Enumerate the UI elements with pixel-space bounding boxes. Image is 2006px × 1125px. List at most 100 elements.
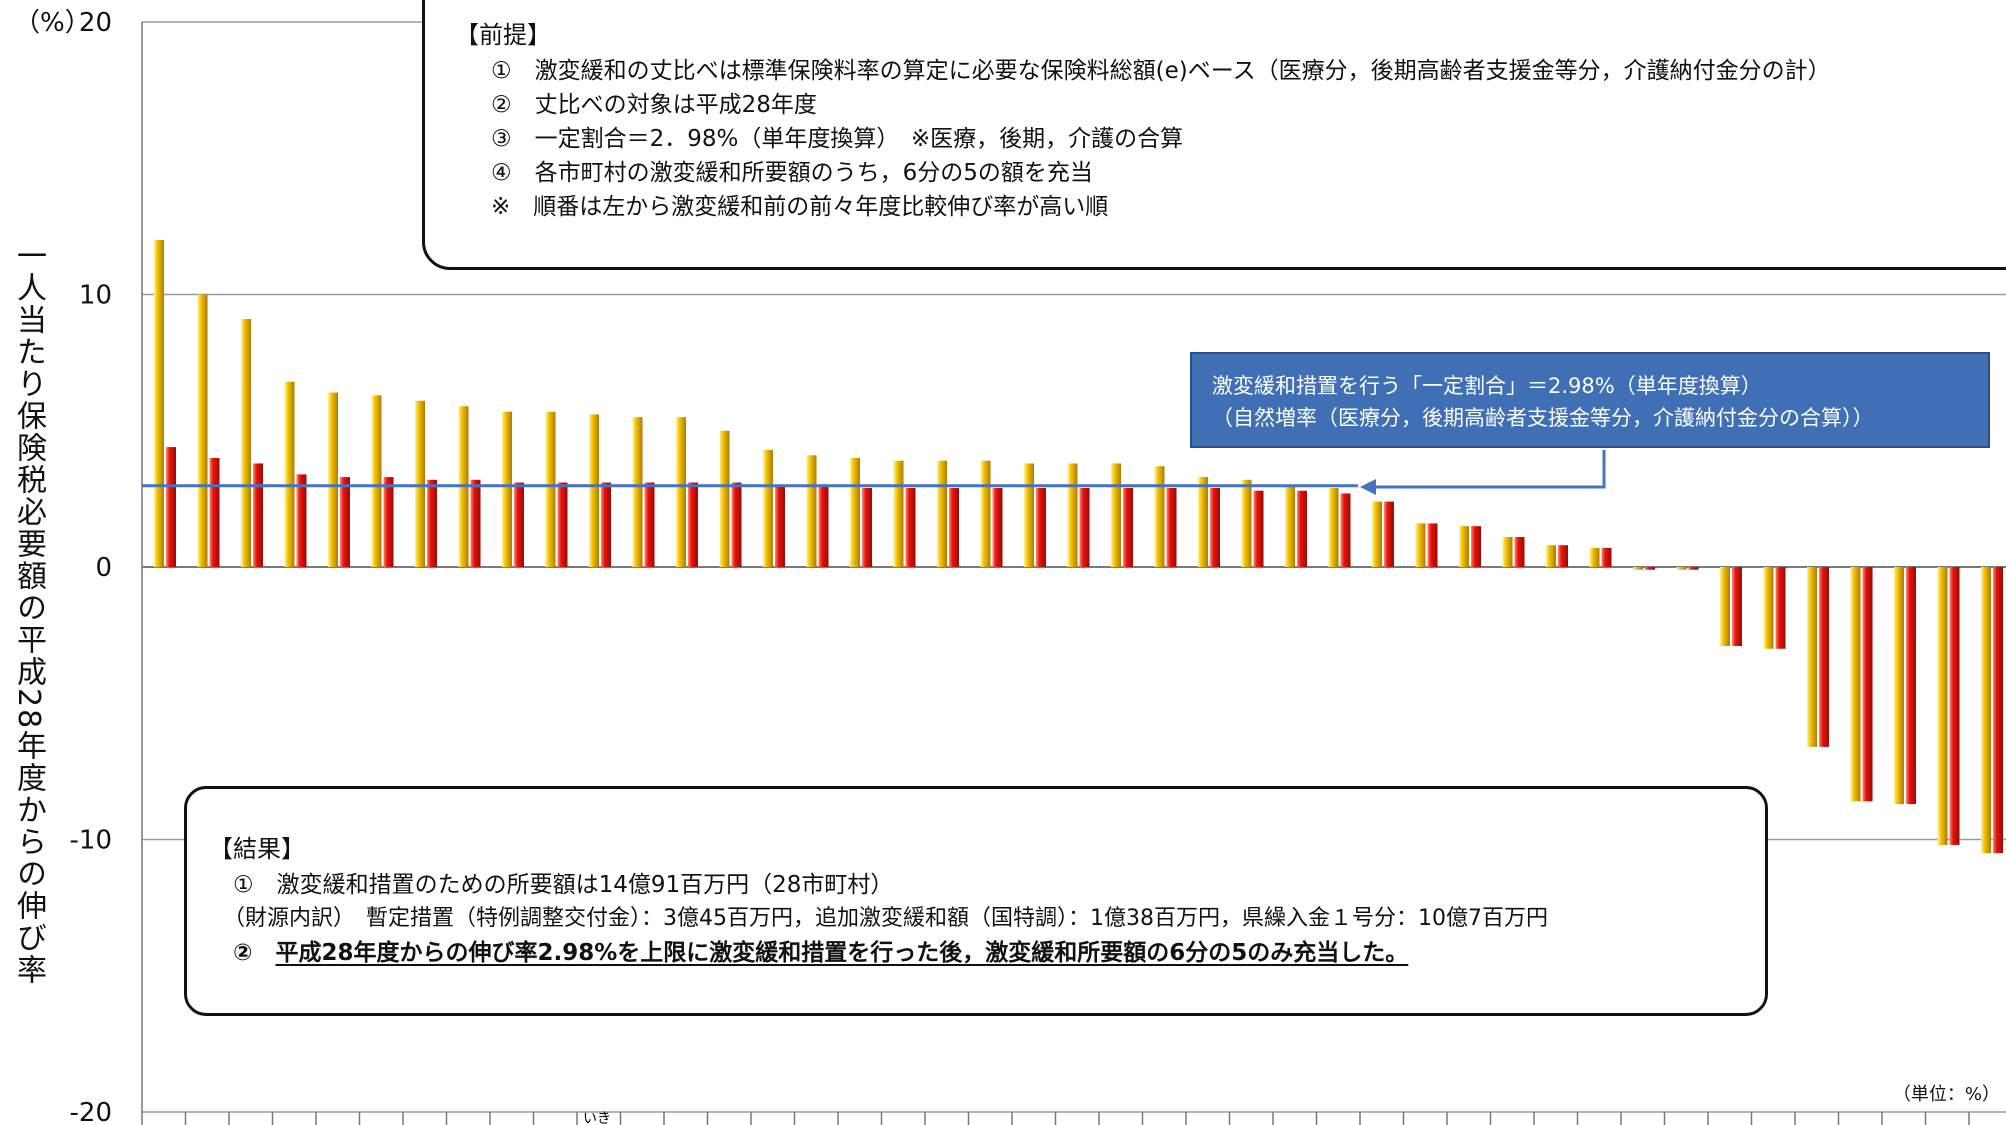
bar [1558,545,1568,567]
premise-title: 【前提】 [455,15,2006,50]
bar [198,295,208,568]
bar [1242,480,1252,567]
bar [1546,545,1556,567]
bar [166,447,176,567]
bar [1807,567,1817,747]
bar [1036,488,1046,567]
bar [807,455,817,567]
bar [1851,567,1861,801]
premise-line: ④ 各市町村の激変緩和所要額のうち，6分の5の額を充当 [455,156,2006,190]
bar [850,458,860,567]
premise-line: ※ 順番は左から激変緩和前の前々年度比較伸び率が高い順 [455,190,2006,224]
y-axis-label: 一人当たり保険税必要額の平成28年度からの伸び率 [6,240,50,1060]
y-tick-label: 10 [79,281,112,311]
bar [1503,537,1513,567]
bar [1471,526,1481,567]
bar [1111,463,1121,567]
bar [862,488,872,567]
threshold-callout: 激変緩和措置を行う「一定割合」＝2.98%（単年度換算） （自然増率（医療分，後… [1190,352,1990,448]
bar [1645,567,1655,570]
bar [1329,488,1339,567]
bar [589,414,599,567]
result-line-number: ② [233,940,275,966]
bar [993,488,1003,567]
bar [471,480,481,567]
bar [340,477,350,567]
bar [1863,567,1873,801]
y-tick-label: -20 [70,1098,112,1125]
bar [1428,523,1438,567]
bar [676,417,686,567]
bar [732,483,742,567]
bar [241,319,251,567]
bar [763,450,773,567]
callout-connector [1368,450,1604,487]
bar [1068,463,1078,567]
bar [633,417,643,567]
bar [285,382,295,567]
annotations [142,450,1604,495]
result-line-breakdown: （財源内訳） 暫定措置（特例調整交付金）：3億45百万円，追加激変緩和額（国特調… [209,902,1745,936]
bar [981,461,991,567]
y-tick-label: -10 [70,826,112,856]
bar [1689,567,1699,570]
bar [949,488,959,567]
result-line-conclusion: ② 平成28年度からの伸び率2.98%を上限に激変緩和措置を行った後，激変緩和所… [209,936,1745,970]
bar [775,485,785,567]
bar [819,485,829,567]
bar [1080,488,1090,567]
result-title: 【結果】 [209,829,1745,864]
result-line: ① 激変緩和措置のための所要額は14億91百万円（28市町村） [209,868,1745,902]
bar [894,461,904,567]
unit-note: （単位：%） [1893,1080,2000,1106]
x-axis-category-ticks: いき [142,1111,1969,1125]
bar [1167,488,1177,567]
bar [1938,567,1948,845]
bar [1776,567,1786,649]
bar [1459,526,1469,567]
bar [1906,567,1916,804]
bar [502,412,512,567]
bar [253,463,263,567]
bar [427,480,437,567]
bar [558,483,568,567]
premise-line: ① 激変緩和の丈比べは標準保険料率の算定に必要な保険料総額(e)ベース（医療分，… [455,54,2006,88]
bar [1993,567,2003,853]
bar [384,477,394,567]
premise-box: 【前提】 ① 激変緩和の丈比べは標準保険料率の算定に必要な保険料総額(e)ベース… [422,0,2006,270]
bar [1764,567,1774,649]
bar [1210,488,1220,567]
premise-line: ③ 一定割合＝2．98%（単年度換算） ※医療，後期，介護の合算 [455,122,2006,156]
bar [601,483,611,567]
bar [1384,502,1394,567]
bar [1285,485,1295,567]
bar [645,483,655,567]
bar [415,401,425,567]
y-tick-label: 0 [95,553,112,583]
y-unit-label: （%） [14,8,91,38]
callout-line: 激変緩和措置を行う「一定割合」＝2.98%（単年度換算） [1212,370,1968,402]
bar [1894,567,1904,804]
bar [1677,567,1687,570]
bar [1819,567,1829,747]
callout-line: （自然増率（医療分，後期高齢者支援金等分，介護納付金分の合算）） [1212,402,1968,434]
bar [1633,567,1643,570]
bar [720,431,730,567]
bar [688,483,698,567]
bar [546,412,556,567]
bar [1341,493,1351,567]
bar [1297,491,1307,567]
bar [297,474,307,567]
bar [1950,567,1960,845]
bar [210,458,220,567]
bar [1720,567,1730,646]
bar [1515,537,1525,567]
callout-arrowhead [1360,479,1376,495]
bar [1416,523,1426,567]
bar [514,483,524,567]
bar [1024,463,1034,567]
bar [1254,491,1264,567]
result-conclusion-text: 平成28年度からの伸び率2.98%を上限に激変緩和措置を行った後，激変緩和所要額… [275,940,1408,966]
bar [937,461,947,567]
bar [1372,502,1382,567]
